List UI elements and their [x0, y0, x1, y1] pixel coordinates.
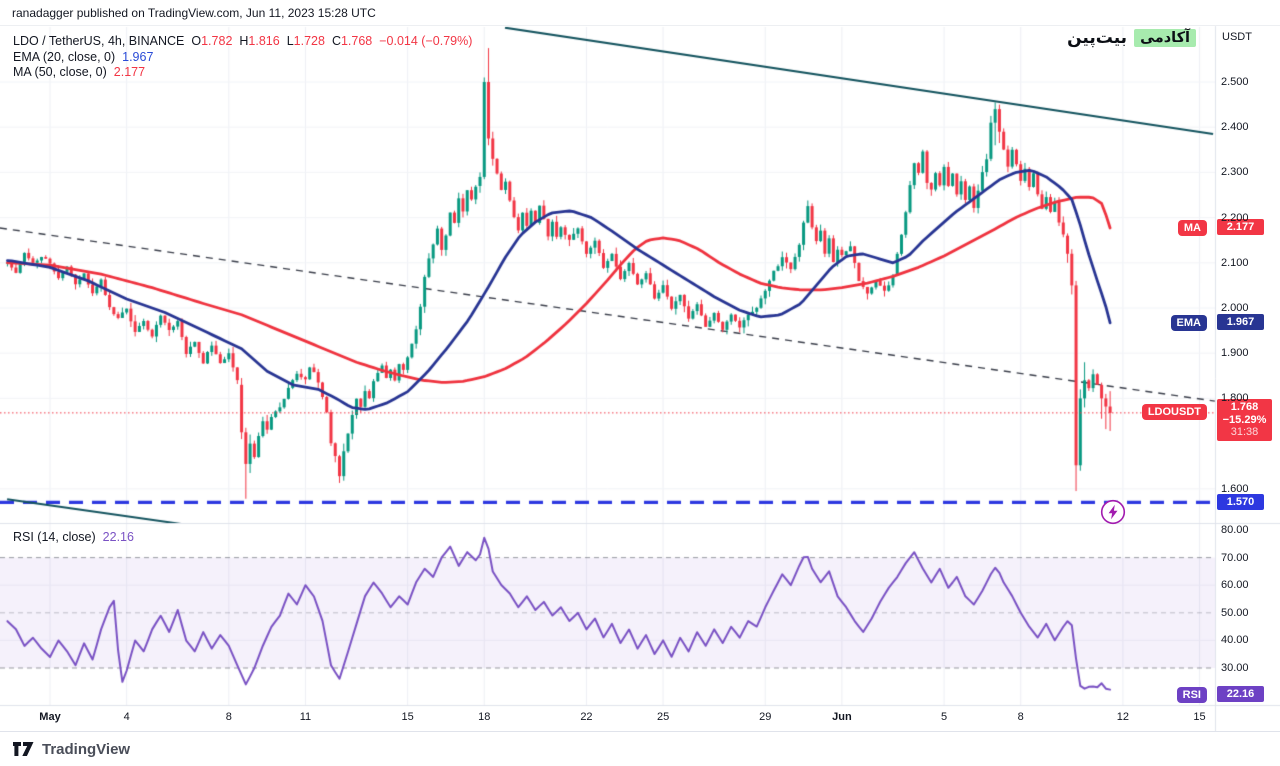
tradingview-logo-icon[interactable]: [13, 741, 34, 758]
ma-axis-value: 2.177: [1217, 219, 1264, 235]
rsi-axis-chip: RSI: [1176, 687, 1207, 703]
time-tick-11: 11: [299, 711, 312, 723]
tradingview-brand-text[interactable]: TradingView: [42, 740, 131, 758]
price-tick-2.200: 2.200: [1221, 211, 1249, 224]
symbol-title[interactable]: LDO / TetherUS, 4h, BINANCE: [13, 34, 185, 48]
ema-label[interactable]: EMA (20, close, 0): [13, 49, 116, 64]
ohlc-values: O1.782 H1.816 L1.728 C1.768: [184, 34, 372, 48]
ohlc-O: O1.782: [191, 34, 233, 48]
bitpin-academy-badge: آکادمی بیت‌پین: [1067, 26, 1196, 50]
price-tick-1.800: 1.800: [1221, 392, 1249, 405]
ohlc-H: H1.816: [239, 34, 280, 48]
last-price-value: 1.768: [1230, 401, 1259, 413]
rsi-value: 22.16: [102, 530, 134, 544]
rsi-axis-value: 22.16: [1217, 686, 1264, 702]
attribution-text: ranadagger published on TradingView.com,…: [12, 6, 376, 20]
time-tick-12: 12: [1116, 711, 1129, 723]
ma-label[interactable]: MA (50, close, 0): [13, 65, 107, 79]
badge-bitpin-word: بیت‌پین: [1067, 28, 1128, 48]
axis-currency-label: USDT: [1222, 31, 1252, 43]
time-tick-15: 15: [401, 711, 414, 723]
ma-axis-chip: MA: [1177, 220, 1207, 236]
time-tick-18: 18: [478, 711, 491, 723]
time-tick-8: 8: [1017, 711, 1024, 723]
rsi-tick-60.00: 60.00: [1221, 579, 1249, 592]
time-tick-May: May: [39, 711, 61, 723]
ema-axis-value: 1.967: [1217, 314, 1264, 330]
ema-axis-chip: EMA: [1170, 315, 1207, 331]
lightning-icon[interactable]: [1099, 498, 1127, 526]
price-tick-1.900: 1.900: [1221, 347, 1249, 360]
rsi-legend: RSI (14, close) 22.16: [13, 530, 134, 544]
rsi-tick-70.00: 70.00: [1221, 551, 1249, 564]
time-tick-25: 25: [656, 711, 670, 723]
ema-row: EMA (20, close, 0) 1.967: [13, 50, 472, 66]
price-tick-1.600: 1.600: [1221, 482, 1249, 495]
price-tick-2.000: 2.000: [1221, 302, 1249, 314]
price-tick-2.300: 2.300: [1221, 166, 1249, 179]
rsi-tick-50.00: 50.00: [1221, 606, 1249, 619]
time-tick-22: 22: [580, 711, 593, 723]
ohlc-L: L1.728: [286, 34, 325, 48]
footer-bar: TradingView: [0, 731, 1280, 766]
change-value: −0.014 (−0.79%): [379, 34, 473, 48]
badge-academy-word: آکادمی: [1134, 29, 1196, 47]
symbol-axis-chip: LDOUSDT: [1141, 404, 1207, 420]
time-tick-Jun: Jun: [832, 711, 852, 723]
last-price-box: 1.768 −15.29% 31:38: [1217, 399, 1272, 441]
price-tick-2.400: 2.400: [1221, 121, 1249, 134]
symbol-legend: LDO / TetherUS, 4h, BINANCE O1.782 H1.816 L…: [13, 34, 472, 81]
price-tick-2.100: 2.100: [1221, 256, 1249, 269]
last-price-change: −15.29%: [1222, 413, 1267, 426]
ohlc-C: C1.768: [331, 34, 373, 48]
price-tick-2.500: 2.500: [1221, 76, 1249, 88]
support-axis-value: 1.570: [1217, 494, 1264, 510]
attribution-bar: ranadagger published on TradingView.com,…: [0, 0, 1280, 26]
ma-row: MA (50, close, 0) 2.177: [13, 65, 472, 81]
time-tick-8: 8: [225, 711, 232, 723]
rsi-tick-40.00: 40.00: [1221, 634, 1249, 647]
time-tick-5: 5: [941, 711, 948, 723]
rsi-tick-30.00: 30.00: [1221, 662, 1249, 674]
time-tick-4: 4: [123, 711, 130, 723]
rsi-label[interactable]: RSI (14, close): [13, 530, 96, 544]
ma-value: 2.177: [113, 65, 146, 79]
bar-countdown: 31:38: [1230, 426, 1259, 438]
time-tick-29: 29: [759, 711, 772, 723]
rsi-tick-80.00: 80.00: [1221, 524, 1249, 536]
symbol-row: LDO / TetherUS, 4h, BINANCE O1.782 H1.816 L…: [13, 34, 472, 50]
ema-value: 1.967: [122, 49, 154, 64]
time-tick-15: 15: [1193, 711, 1206, 723]
